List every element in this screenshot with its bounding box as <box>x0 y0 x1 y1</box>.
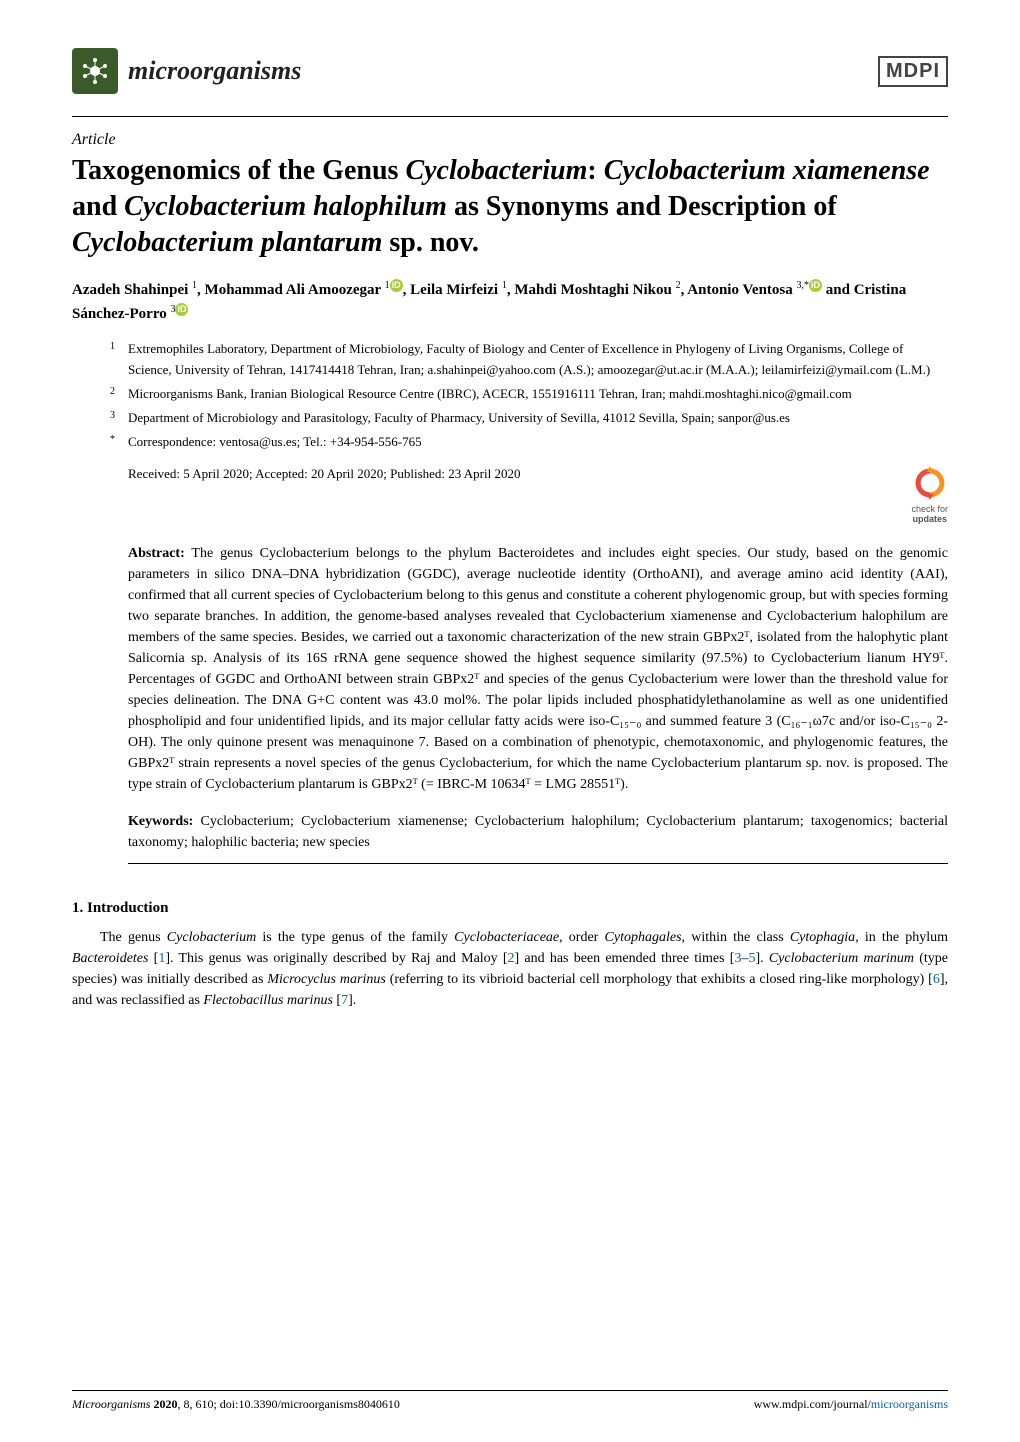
affiliation-item: 3Department of Microbiology and Parasito… <box>128 408 948 428</box>
keywords-label: Keywords: <box>128 814 193 829</box>
divider <box>128 863 948 864</box>
keywords-text: Cyclobacterium; Cyclobacterium xiamenens… <box>128 814 948 850</box>
journal-logo: microorganisms <box>72 48 301 94</box>
dates-row: Received: 5 April 2020; Accepted: 20 Apr… <box>72 466 948 525</box>
header: microorganisms MDPI <box>72 48 948 94</box>
footer-citation: Microorganisms 2020, 8, 610; doi:10.3390… <box>72 1397 400 1412</box>
page-footer: Microorganisms 2020, 8, 610; doi:10.3390… <box>72 1390 948 1412</box>
keywords: Keywords: Cyclobacterium; Cyclobacterium… <box>72 811 948 853</box>
footer-journal-link[interactable]: www.mdpi.com/journal/microorganisms <box>754 1397 948 1412</box>
orcid-icon[interactable]: iD <box>175 303 188 316</box>
affiliations: 1Extremophiles Laboratory, Department of… <box>72 339 948 452</box>
journal-name: microorganisms <box>128 56 301 86</box>
abstract: Abstract: The genus Cyclobacterium belon… <box>72 543 948 795</box>
authors-line: Azadeh Shahinpei 1, Mohammad Ali Amoozeg… <box>72 278 948 325</box>
article-type: Article <box>72 131 948 149</box>
orcid-icon[interactable]: iD <box>809 279 822 292</box>
correspondence: *Correspondence: ventosa@us.es; Tel.: +3… <box>128 432 948 452</box>
abstract-label: Abstract: <box>128 546 185 561</box>
divider <box>72 116 948 117</box>
orcid-icon[interactable]: iD <box>390 279 403 292</box>
section-heading: 1. Introduction <box>72 900 948 917</box>
affiliation-item: 2Microorganisms Bank, Iranian Biological… <box>128 384 948 404</box>
journal-logo-icon <box>72 48 118 94</box>
check-updates-icon <box>913 466 947 500</box>
affiliation-item: 1Extremophiles Laboratory, Department of… <box>128 339 948 379</box>
publisher-logo: MDPI <box>878 56 948 87</box>
body-paragraph: The genus Cyclobacterium is the type gen… <box>72 927 948 1011</box>
article-title: Taxogenomics of the Genus Cyclobacterium… <box>72 153 948 260</box>
publication-dates: Received: 5 April 2020; Accepted: 20 Apr… <box>128 466 521 482</box>
check-for-updates-badge[interactable]: check for updates <box>911 466 948 525</box>
abstract-text: The genus Cyclobacterium belongs to the … <box>128 546 948 792</box>
